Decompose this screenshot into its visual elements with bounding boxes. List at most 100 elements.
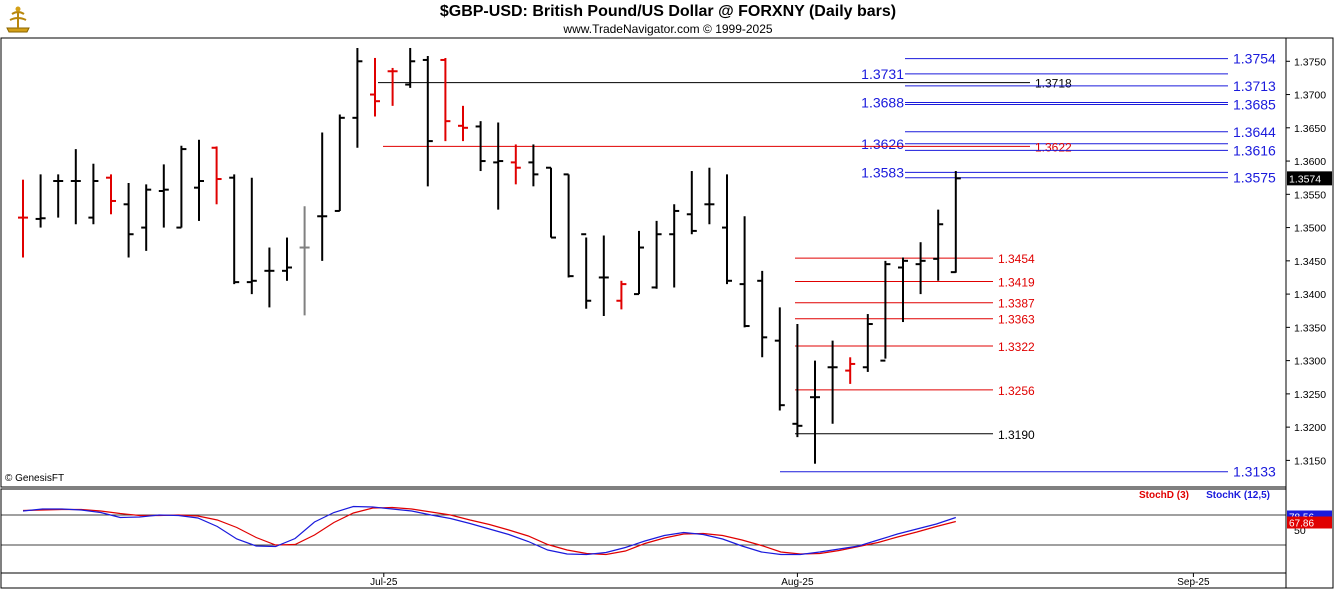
price-bar (229, 174, 240, 285)
level-label: 1.3133 (1233, 464, 1276, 480)
time-axis-frame (0, 572, 1287, 589)
y-tick-label: 1.3350 (1294, 322, 1326, 334)
price-bar (616, 280, 627, 310)
price-bar (70, 149, 81, 225)
price-bar (123, 183, 134, 258)
price-bar (440, 57, 451, 142)
price-bar (317, 132, 328, 261)
price-bar (53, 174, 64, 218)
price-bar (880, 260, 891, 362)
chart-subtitle: www.TradeNavigator.com © 1999-2025 (563, 22, 773, 36)
chart-header: $GBP-USD: British Pound/US Dollar @ FORX… (0, 0, 1336, 38)
price-bar (422, 55, 433, 187)
price-bar (598, 235, 609, 317)
stoch-line-stochk (22, 505, 956, 556)
genesis-logo-icon (6, 6, 30, 33)
x-tick-label: Sep-25 (1177, 577, 1210, 588)
y-tick-label: 1.3750 (1294, 56, 1326, 68)
price-axis-frame (1285, 37, 1334, 589)
legend-stochd: StochD (3) (1139, 490, 1189, 501)
price-panel-frame (0, 37, 1287, 488)
level-label: 1.3713 (1233, 78, 1276, 94)
y-tick-label: 1.3450 (1294, 256, 1326, 268)
price-bar (546, 166, 556, 239)
last-price-tag (1287, 171, 1332, 186)
price-bar (493, 122, 504, 210)
y-tick-label: 1.3600 (1294, 156, 1326, 168)
stochd-value-label: 67.86 (1289, 519, 1314, 530)
last-price-label: 1.3574 (1289, 173, 1321, 185)
price-bar (810, 360, 820, 464)
price-bar (141, 184, 152, 251)
price-bar (933, 209, 944, 281)
price-bar (334, 114, 345, 212)
price-bar (739, 216, 750, 328)
price-bar (950, 171, 961, 274)
level-label: 1.3616 (1233, 142, 1276, 158)
x-tick-label: Jul-25 (370, 577, 398, 588)
y-tick-label: 1.3650 (1294, 123, 1326, 135)
price-bar (158, 164, 169, 228)
price-bar (704, 167, 715, 225)
price-bar (634, 230, 644, 296)
price-bar (176, 145, 187, 229)
copyright-label: © GenesisFT (5, 473, 65, 484)
stochd-value-tag (1287, 516, 1332, 529)
level-label: 1.3718 (1035, 77, 1072, 91)
price-bar (194, 139, 204, 221)
price-bar (510, 144, 521, 185)
level-label: 1.3256 (998, 384, 1035, 398)
price-bar (827, 340, 838, 424)
price-bar (845, 357, 856, 384)
price-bar (458, 105, 468, 142)
y-tick-label: 1.3250 (1294, 389, 1326, 401)
x-tick-label: Aug-25 (781, 577, 814, 588)
level-label: 1.3454 (998, 252, 1035, 266)
price-bar (669, 204, 680, 288)
y-tick-label: 1.3500 (1294, 223, 1326, 235)
level-label: 1.3583 (861, 164, 904, 180)
y-tick-label: 1.3200 (1294, 422, 1326, 434)
price-bar (282, 237, 292, 281)
price-bar (528, 144, 539, 187)
price-bar (792, 324, 803, 438)
stochastic-panel-frame (0, 488, 1287, 574)
level-label: 1.3731 (861, 66, 904, 82)
y-tick-label: 1.3300 (1294, 356, 1326, 368)
level-label: 1.3688 (861, 95, 904, 111)
level-label: 1.3387 (998, 297, 1035, 311)
price-bar (370, 57, 380, 117)
level-label: 1.3626 (861, 136, 904, 152)
price-bar (405, 47, 416, 88)
price-bar (686, 171, 697, 235)
level-label: 1.3685 (1233, 97, 1276, 113)
y-tick-label: 1.3400 (1294, 289, 1326, 301)
price-bar (264, 247, 275, 308)
chart-title: $GBP-USD: British Pound/US Dollar @ FORX… (439, 3, 897, 20)
stoch-y-tick-label: 50 (1294, 525, 1306, 537)
level-label: 1.3644 (1233, 124, 1276, 140)
price-bar (915, 242, 926, 295)
y-tick-label: 1.3150 (1294, 455, 1326, 467)
price-bar (211, 146, 222, 205)
price-bar (387, 67, 398, 106)
level-label: 1.3190 (998, 428, 1035, 442)
level-label: 1.3322 (998, 340, 1035, 354)
level-label: 1.3575 (1233, 170, 1276, 186)
price-bar (35, 174, 46, 228)
price-bar (352, 47, 363, 148)
y-tick-label: 1.3550 (1294, 189, 1326, 201)
price-bar (651, 220, 662, 289)
price-bar (18, 179, 28, 258)
price-bar (581, 233, 592, 309)
price-bar (898, 257, 908, 323)
level-label: 1.3622 (1035, 140, 1072, 154)
price-bar (246, 177, 257, 295)
y-tick-label: 1.3700 (1294, 90, 1326, 102)
price-bar (563, 173, 574, 278)
price-bar (757, 270, 768, 358)
price-bar (774, 307, 785, 411)
price-bar (862, 314, 873, 372)
price-bar (722, 174, 732, 285)
